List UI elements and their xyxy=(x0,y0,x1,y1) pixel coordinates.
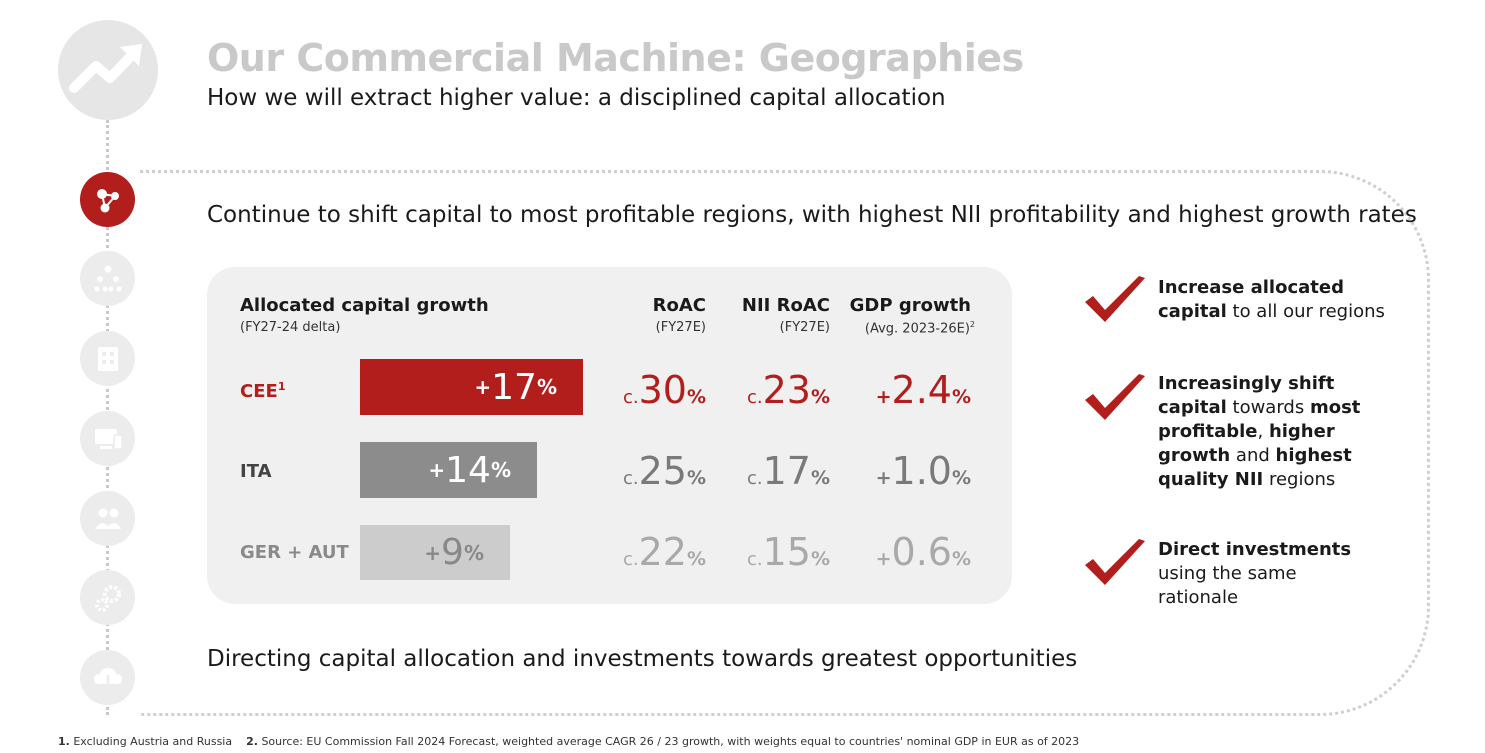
col-header-gdp-growth: GDP growth xyxy=(849,295,971,316)
growth-bar-ger-aut: +9% xyxy=(360,525,510,580)
capital-network-icon[interactable] xyxy=(80,172,135,227)
col-header-roac: RoAC xyxy=(652,295,706,316)
col-subheader-allocated-capital: (FY27-24 delta) xyxy=(240,320,341,335)
nii-roac-ita: c.17% xyxy=(746,449,830,493)
col-subheader-gdp-growth: (Avg. 2023-26E)2 xyxy=(864,320,975,337)
page-title: Our Commercial Machine: Geographies xyxy=(207,36,1024,80)
growth-bar-cee: +17% xyxy=(360,359,583,415)
col-header-nii-roac: NII RoAC xyxy=(741,295,830,316)
page-subtitle: How we will extract higher value: a disc… xyxy=(207,85,946,111)
col-subheader-nii-roac: (FY27E) xyxy=(779,320,830,335)
content-frame xyxy=(140,170,1430,716)
nii-roac-ger-aut: c.15% xyxy=(746,530,830,574)
growth-arrow-icon xyxy=(58,20,158,120)
gdp-growth-ger-aut: +0.6% xyxy=(875,530,971,574)
col-header-allocated-capital: Allocated capital growth xyxy=(240,295,489,316)
roac-ger-aut: c.22% xyxy=(622,530,706,574)
bullet-increase-capital: Increase allocated capital to all our re… xyxy=(1158,277,1385,322)
bullet-shift-capital: Increasingly shift capital towards most … xyxy=(1158,373,1361,490)
checkmark-icon xyxy=(1085,276,1145,322)
lead-statement: Continue to shift capital to most profit… xyxy=(207,202,1417,228)
checkmark-icon xyxy=(1085,539,1145,585)
roac-ita: c.25% xyxy=(622,449,706,493)
growth-bar-ita: +14% xyxy=(360,442,537,498)
gears-icon[interactable] xyxy=(80,570,135,625)
roac-cee: c.30% xyxy=(622,368,706,412)
building-icon[interactable] xyxy=(80,331,135,386)
checkmark-icon xyxy=(1085,374,1145,420)
capital-table-panel xyxy=(207,267,1012,604)
col-subheader-roac: (FY27E) xyxy=(655,320,706,335)
row-label-cee: CEE1 xyxy=(240,380,286,402)
bullet-direct-investments: Direct investments using the same ration… xyxy=(1158,539,1352,608)
gdp-growth-ita: +1.0% xyxy=(875,449,971,493)
devices-icon[interactable] xyxy=(80,411,135,466)
org-chart-icon[interactable] xyxy=(80,251,135,306)
nii-roac-cee: c.23% xyxy=(746,368,830,412)
people-icon[interactable] xyxy=(80,491,135,546)
closing-statement: Directing capital allocation and investm… xyxy=(207,646,1078,672)
footnotes: 1. Excluding Austria and Russia 2. Sourc… xyxy=(58,735,1080,748)
gdp-growth-cee: +2.4% xyxy=(875,368,971,412)
cloud-download-icon[interactable] xyxy=(80,650,135,705)
row-label-ger-aut: GER + AUT xyxy=(240,542,349,563)
row-label-ita: ITA xyxy=(240,461,272,482)
